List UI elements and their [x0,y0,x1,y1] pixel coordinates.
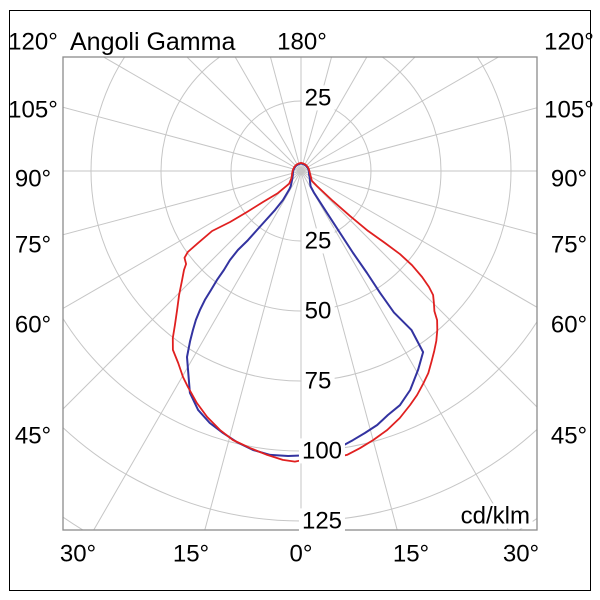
gamma-label-bottom-30R: 30° [502,540,540,568]
gamma-label-right-105: 105° [544,96,594,124]
gamma-label-right-120: 120° [544,28,594,56]
gamma-label-left-45: 45° [14,422,52,450]
outer-frame [9,10,591,591]
radial-tick-100: 100 [298,438,346,464]
gamma-label-top-180: 180° [277,28,327,56]
gamma-label-left-120: 120° [8,28,58,56]
page-title: Angoli Gamma [70,27,236,56]
gamma-label-right-90: 90° [550,165,588,193]
gamma-label-left-75: 75° [14,231,52,259]
gamma-label-bottom-15R: 15° [392,540,430,568]
gamma-label-bottom-15L: 15° [172,540,210,568]
gamma-label-right-75: 75° [550,231,588,259]
radial-tick-75: 75 [301,368,335,394]
gamma-label-right-45: 45° [550,422,588,450]
radial-tick-50: 50 [301,298,335,324]
radial-tick-25-top: 25 [301,85,335,111]
radial-tick-25: 25 [301,228,335,254]
gamma-label-left-60: 60° [14,311,52,339]
gamma-label-right-60: 60° [550,311,588,339]
unit-label: cd/klm [457,503,533,529]
radial-tick-125: 125 [298,508,346,534]
gamma-label-bottom-30L: 30° [59,540,97,568]
gamma-label-bottom-0: 0° [289,540,313,568]
gamma-label-left-90: 90° [14,165,52,193]
gamma-label-left-105: 105° [8,96,58,124]
